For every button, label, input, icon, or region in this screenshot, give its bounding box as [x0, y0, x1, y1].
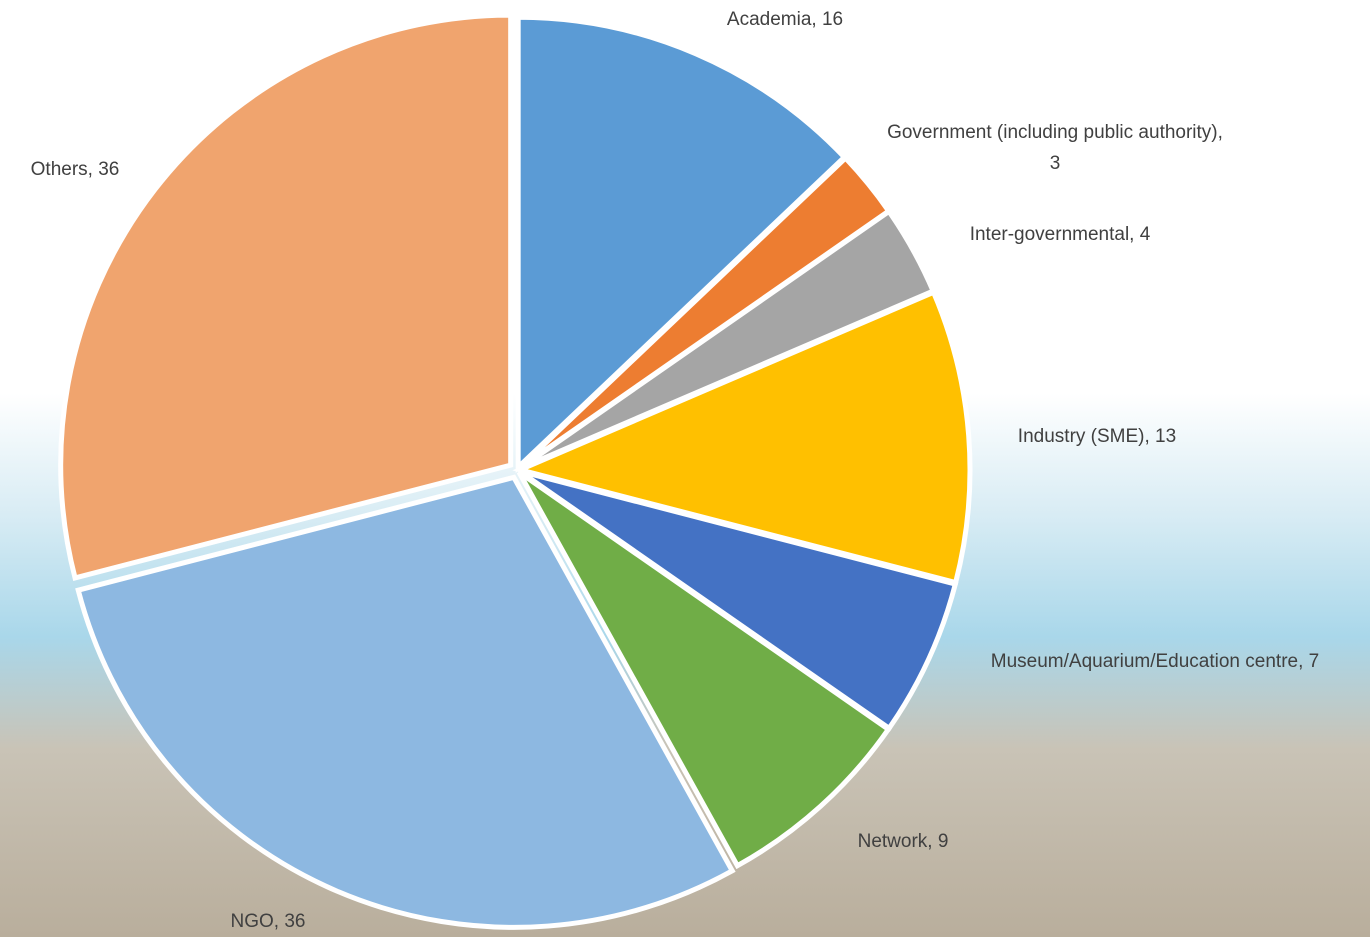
data-label: Museum/Aquarium/Education centre, 7	[990, 651, 1320, 672]
pie-slice	[512, 289, 973, 586]
pie-slice	[515, 14, 848, 474]
pie-slice	[516, 470, 892, 870]
data-label: Government (including public authority),…	[887, 122, 1223, 174]
pie-slice	[518, 468, 959, 732]
data-label: Network, 9	[857, 831, 949, 852]
data-label: Academia, 16	[726, 9, 844, 30]
data-label: Others, 36	[30, 159, 120, 180]
data-label: Inter-governmental, 4	[969, 224, 1151, 245]
pie-slice	[58, 12, 514, 581]
pie-slice	[75, 474, 736, 930]
data-label: NGO, 36	[230, 911, 306, 932]
data-label: Industry (SME), 13	[1017, 426, 1177, 447]
